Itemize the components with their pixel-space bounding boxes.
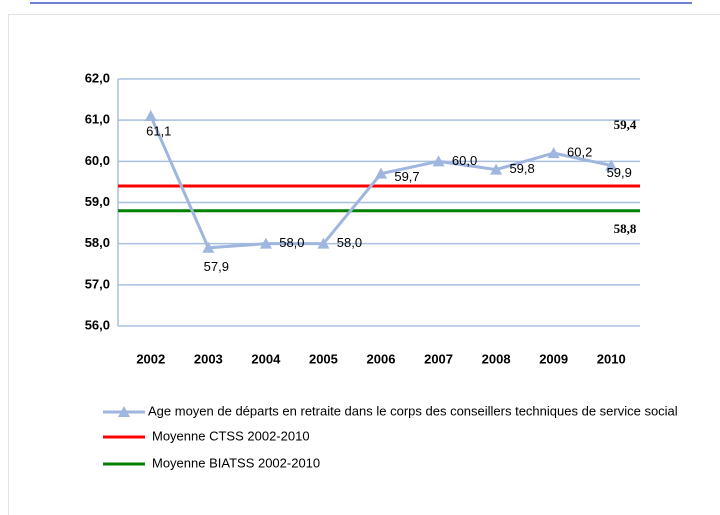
data-label: 59,7 <box>394 169 419 184</box>
legend-marker <box>118 406 130 417</box>
reference-label: 59,4 <box>614 117 637 132</box>
marker <box>144 110 157 122</box>
marker <box>259 237 272 249</box>
x-tick-label: 2004 <box>251 351 281 366</box>
data-label: 60,2 <box>567 145 592 160</box>
reference-label: 58,8 <box>614 221 637 236</box>
y-tick-label: 61,0 <box>85 112 110 127</box>
x-tick-label: 2005 <box>309 351 338 366</box>
data-label: 60,0 <box>452 153 477 168</box>
marker <box>317 237 330 249</box>
marker <box>490 163 503 175</box>
data-label: 59,8 <box>509 161 534 176</box>
data-label: 61,1 <box>146 123 171 138</box>
data-label: 57,9 <box>204 259 229 274</box>
data-label: 58,0 <box>337 235 362 250</box>
x-tick-label: 2007 <box>424 351 453 366</box>
x-tick-label: 2003 <box>194 351 223 366</box>
x-tick-label: 2009 <box>539 351 568 366</box>
y-tick-label: 62,0 <box>85 70 110 85</box>
marker <box>432 155 445 167</box>
frame <box>8 14 720 515</box>
legend-label: Age moyen de départs en retraite dans le… <box>148 403 678 418</box>
legend-label: Moyenne CTSS 2002-2010 <box>152 428 310 443</box>
legend-label: Moyenne BIATSS 2002-2010 <box>152 455 320 470</box>
marker <box>547 147 560 159</box>
y-tick-label: 57,0 <box>85 276 110 291</box>
marker <box>605 159 618 171</box>
y-tick-label: 56,0 <box>85 317 110 332</box>
x-tick-label: 2008 <box>482 351 511 366</box>
series-line <box>149 115 612 250</box>
marker <box>375 167 387 179</box>
data-label: 59,9 <box>607 165 632 180</box>
x-tick-label: 2002 <box>136 351 165 366</box>
data-label: 58,0 <box>279 235 304 250</box>
y-tick-label: 59,0 <box>85 194 110 209</box>
x-tick-label: 2006 <box>367 351 396 366</box>
y-tick-label: 58,0 <box>85 235 110 250</box>
x-tick-label: 2010 <box>597 351 626 366</box>
marker <box>202 241 215 253</box>
y-tick-label: 60,0 <box>85 153 110 168</box>
